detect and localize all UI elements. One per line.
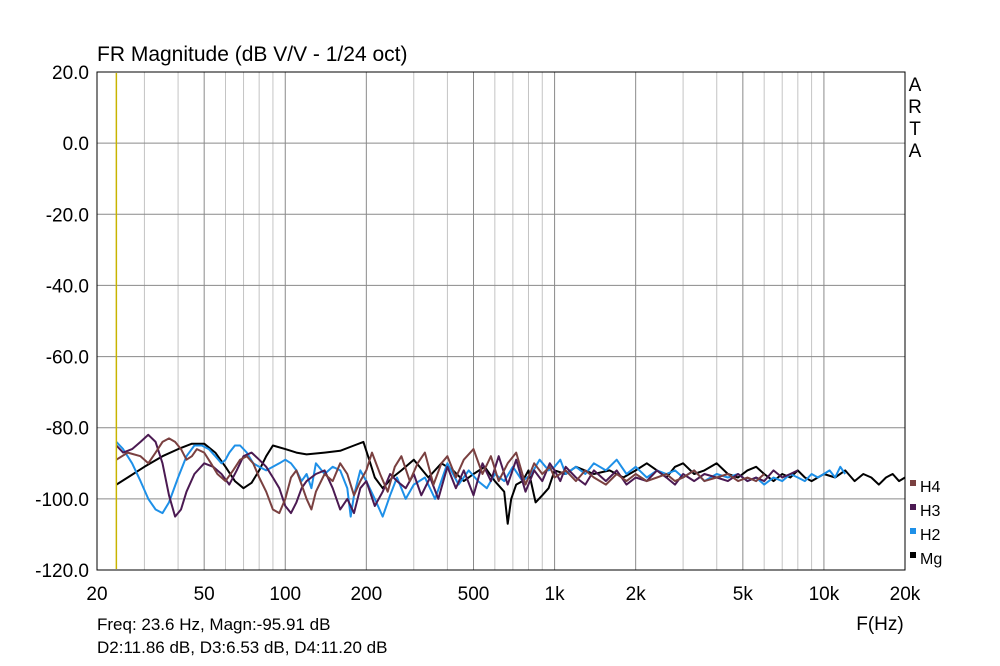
x-tick-label: 20 [86, 584, 107, 605]
legend-label-h4: H4 [920, 479, 941, 496]
y-tick-label: -120.0 [35, 561, 89, 582]
x-tick-label: 100 [269, 584, 301, 605]
x-axis-label: F(Hz) [856, 614, 903, 635]
y-tick-label: -100.0 [35, 490, 89, 511]
x-tick-label: 50 [194, 584, 215, 605]
cursor-readout-line1: Freq: 23.6 Hz, Magn:-95.91 dB [97, 615, 330, 634]
legend: H4 H3 H2 Mg [910, 479, 942, 568]
y-tick-labels: 20.0 0.0 -20.0 -40.0 -60.0 -80.0 -100.0 -120.0 [35, 63, 89, 582]
x-tick-label: 1k [545, 584, 566, 605]
x-tick-label: 10k [809, 584, 840, 605]
grid [97, 72, 905, 570]
x-tick-label: 500 [458, 584, 490, 605]
y-tick-label: -60.0 [46, 348, 89, 369]
y-tick-label: 0.0 [63, 134, 89, 155]
watermark-letter: T [909, 119, 921, 140]
x-tick-label: 5k [733, 584, 754, 605]
cursor-readout-line2: D2:11.86 dB, D3:6.53 dB, D4:11.20 dB [97, 638, 387, 657]
legend-swatch-mg [910, 552, 916, 558]
series-line-mg [115, 440, 906, 525]
y-tick-label: -40.0 [46, 276, 89, 297]
y-tick-label: 20.0 [52, 63, 89, 84]
x-tick-label: 20k [890, 584, 921, 605]
y-tick-label: -80.0 [46, 419, 89, 440]
watermark-letter: R [908, 97, 922, 118]
series-line-h3 [115, 433, 799, 518]
plot-frame [96, 71, 906, 571]
legend-label-h2: H2 [920, 527, 941, 544]
x-tick-label: 200 [350, 584, 382, 605]
legend-swatch-h3 [910, 504, 916, 510]
series-line-h4 [115, 437, 765, 515]
legend-label-h3: H3 [920, 503, 941, 520]
x-tick-labels: 20 50 100 200 500 1k 2k 5k 10k 20k [86, 584, 920, 605]
legend-swatch-h2 [910, 528, 916, 534]
series-layer [115, 433, 906, 525]
watermark-letter: A [909, 75, 922, 96]
watermark-letter: A [909, 141, 922, 162]
legend-label-mg: Mg [920, 551, 942, 568]
chart-title: FR Magnitude (dB V/V - 1/24 oct) [97, 43, 407, 66]
legend-swatch-h4 [910, 480, 916, 486]
y-tick-label: -20.0 [46, 205, 89, 226]
x-tick-label: 2k [626, 584, 647, 605]
